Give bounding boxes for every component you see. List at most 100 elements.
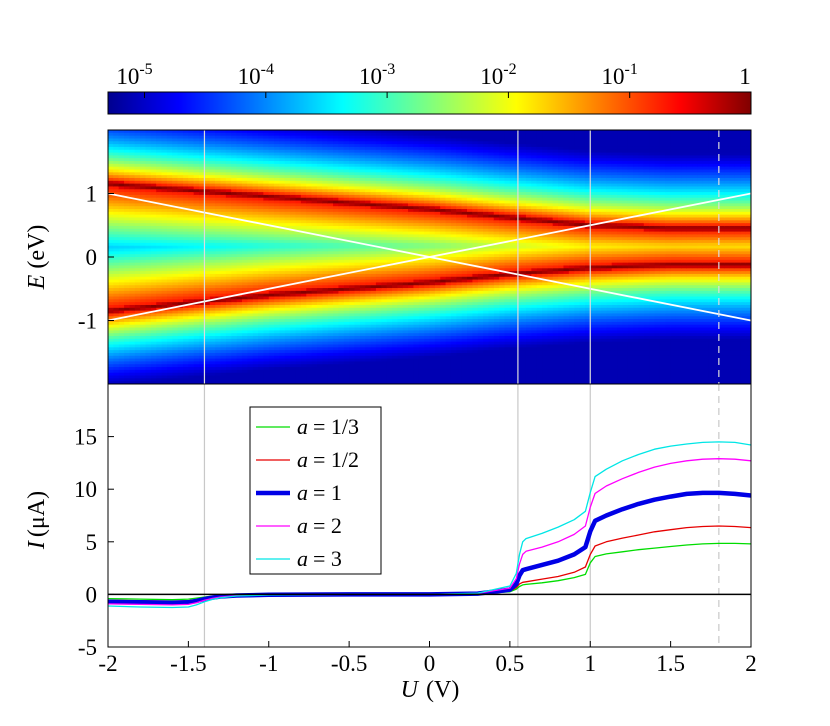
heatmap-cell [333,240,340,244]
heatmap-cell [220,333,227,337]
heatmap-cell [225,273,232,278]
heatmap-cell [215,237,222,241]
heatmap-cell [359,161,366,165]
heatmap-cell [156,144,163,148]
heatmap-cell [193,330,200,334]
heatmap-cell [172,132,179,137]
heatmap-cell [343,237,350,241]
heatmap-cell [386,279,393,283]
heatmap-cell [247,327,254,331]
heatmap-cell [241,381,248,384]
heatmap-cell [327,186,334,190]
heatmap-cell [284,361,291,365]
heatmap-cell [268,192,275,196]
heatmap-cell [209,149,216,154]
heatmap-cell [129,158,136,162]
heatmap-cell [193,144,200,148]
heatmap-cell [134,138,141,142]
heatmap-cell [391,254,398,258]
heatmap-cell [113,183,120,188]
heatmap-cell [225,293,232,298]
heatmap-cell [252,237,259,241]
heatmap-cell [290,217,297,221]
heatmap-cell [236,341,243,346]
heatmap-cell [231,338,238,343]
heatmap-cell [322,169,329,173]
heatmap-cell [108,372,114,377]
heatmap-cell [220,254,227,258]
heatmap-cell [145,259,152,264]
heatmap-cell [161,341,168,346]
heatmap-cell [134,149,141,154]
heatmap-cell [156,321,163,326]
heatmap-cell [381,285,388,289]
heatmap-cell [327,296,334,300]
heatmap-cell [140,242,147,247]
heatmap-cell [166,141,173,145]
heatmap-cell [295,282,302,286]
heatmap-cell [381,169,388,173]
heatmap-cell [145,364,152,368]
heatmap-cell [333,248,340,252]
heatmap-cell [113,313,120,317]
heatmap-cell [333,163,340,168]
heatmap-cell [258,364,264,368]
heatmap-cell [225,347,232,351]
heatmap-cell [252,310,259,315]
heatmap-cell [322,324,329,329]
heatmap-cell [183,313,189,317]
heatmap-cell [284,375,291,379]
heatmap-cell [156,330,163,334]
heatmap-cell [290,197,297,202]
heatmap-cell [370,183,377,188]
heatmap-cell [247,175,254,179]
heatmap-cell [166,200,173,204]
heatmap-cell [156,169,163,173]
heatmap-cell [354,268,361,272]
heatmap-cell [343,223,350,227]
heatmap-cell [172,194,179,199]
heatmap-cell [268,364,275,368]
heatmap-cell [365,285,372,289]
heatmap-cell [113,330,120,334]
heatmap-cell [166,144,173,148]
heatmap-cell [370,352,377,357]
heatmap-cell [279,307,286,312]
heatmap-cell [177,254,184,258]
heatmap-cell [349,304,356,309]
heatmap-cell [359,299,366,303]
heatmap-cell [365,209,372,213]
heatmap-cell [268,271,275,275]
heatmap-cell [258,228,264,233]
heatmap-cell [252,338,259,343]
heatmap-cell [263,135,270,140]
heatmap-cell [177,231,184,236]
heatmap-cell [199,146,206,151]
heatmap-cell [386,211,393,216]
heatmap-cell [386,130,393,134]
heatmap-cell [252,186,259,190]
heatmap-cell [172,228,179,233]
heatmap-cell [166,367,173,371]
heatmap-cell [316,146,323,151]
heatmap-cell [220,302,227,306]
heatmap-cell [268,378,275,382]
heatmap-cell [118,347,125,351]
heatmap-cell [381,158,388,162]
heatmap-cell [311,367,318,371]
heatmap-cell [172,158,179,162]
heatmap-cell [343,166,350,171]
heatmap-cell [263,338,270,343]
heatmap-cell [156,138,163,142]
heatmap-cell [306,341,313,346]
heatmap-cell [188,248,195,252]
heatmap-cell [145,336,152,340]
heatmap-cell [397,313,404,317]
heatmap-cell [204,358,211,363]
heatmap-cell [108,180,114,185]
heatmap-cell [397,288,404,292]
heatmap-cell [188,144,195,148]
heatmap-cell [343,367,350,371]
heatmap-cell [381,375,388,379]
heatmap-cell [343,344,350,348]
